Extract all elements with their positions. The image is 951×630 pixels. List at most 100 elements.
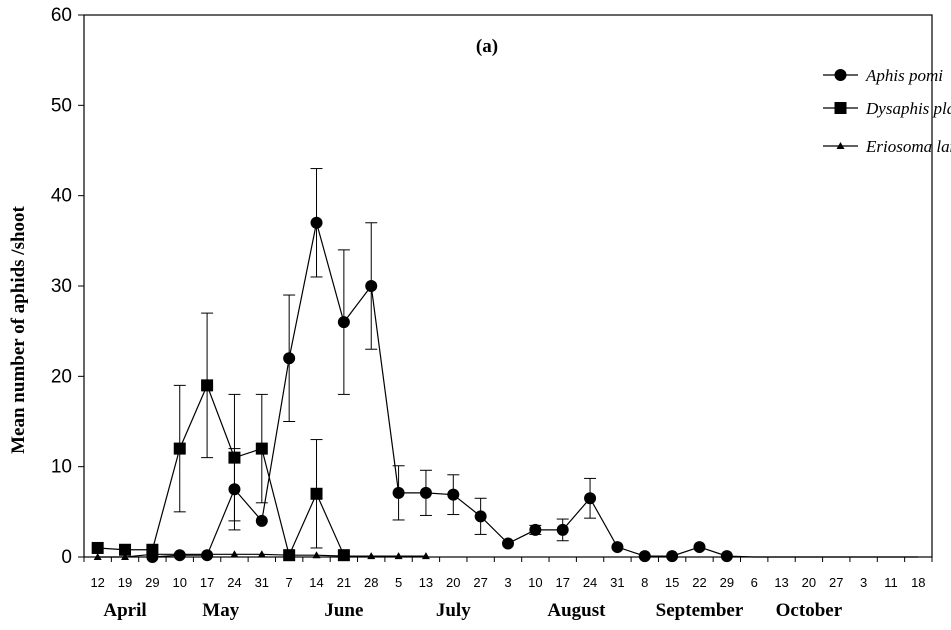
plot-area [91, 168, 919, 563]
x-tick-label: 29 [145, 575, 159, 590]
x-tick-label: 5 [395, 575, 402, 590]
data-point [584, 492, 597, 505]
data-point [447, 488, 460, 501]
legend-marker-square [834, 102, 847, 114]
x-tick-label: 19 [118, 575, 132, 590]
data-point [529, 523, 542, 536]
y-tick-label: 10 [51, 457, 72, 478]
data-point [474, 510, 487, 523]
data-point [611, 541, 624, 554]
legend-label: Aphis pomi [865, 66, 943, 85]
x-tick-label: 24 [583, 575, 597, 590]
data-point [337, 316, 350, 329]
data-point [638, 550, 651, 563]
data-point [175, 550, 184, 558]
series-line [152, 222, 919, 558]
axes [83, 14, 933, 558]
x-tick-label: 22 [692, 575, 706, 590]
x-tick-label: 11 [884, 575, 898, 590]
x-tick-label: 31 [255, 575, 269, 590]
y-tick-label: 30 [51, 276, 72, 297]
data-point [392, 486, 405, 499]
data-point [257, 550, 266, 558]
data-point [203, 550, 212, 558]
x-tick-label: 13 [419, 575, 433, 590]
data-point [201, 379, 214, 392]
x-tick-label: 27 [829, 575, 843, 590]
data-point [419, 486, 432, 499]
x-tick-label: 10 [173, 575, 187, 590]
month-label: June [324, 600, 363, 621]
y-axis-label: Mean number of aphids /shoot [8, 205, 29, 453]
x-tick-label: 28 [364, 575, 378, 590]
data-point [121, 553, 130, 560]
data-point [283, 352, 296, 365]
x-tick-label: 13 [774, 575, 788, 590]
data-point [255, 514, 268, 527]
data-point [173, 442, 186, 455]
x-tick-label: 3 [860, 575, 867, 590]
x-tick-label: 27 [473, 575, 487, 590]
data-point [146, 543, 159, 556]
data-point [394, 552, 403, 560]
x-tick-label: 3 [504, 575, 511, 590]
month-label: August [547, 600, 606, 621]
y-tick-label: 20 [51, 366, 72, 387]
x-tick-label: 21 [337, 575, 351, 590]
x-tick-label: 18 [911, 575, 925, 590]
x-tick-label: 24 [227, 575, 241, 590]
legend-label: Dysaphis plantaginea [865, 99, 951, 118]
data-point [367, 552, 376, 560]
data-point [148, 550, 157, 558]
series-circle [146, 168, 919, 563]
data-point [339, 552, 348, 560]
month-label: September [656, 600, 744, 621]
series-line [97, 383, 345, 558]
data-point [285, 551, 294, 559]
data-point [310, 487, 323, 500]
data-point [666, 550, 679, 563]
data-point [556, 523, 569, 536]
data-point [93, 553, 102, 560]
x-tick-label: 17 [200, 575, 214, 590]
y-tick-label: 60 [51, 5, 72, 26]
x-tick-label: 8 [641, 575, 648, 590]
month-label: April [103, 600, 146, 621]
panel-label: (a) [476, 36, 498, 57]
x-tick-label: 17 [555, 575, 569, 590]
month-label: May [202, 600, 239, 621]
data-point [421, 552, 430, 560]
data-point [693, 541, 706, 554]
x-tick-label: 20 [446, 575, 460, 590]
y-tick-label: 40 [51, 186, 72, 207]
x-tick-label: 29 [720, 575, 734, 590]
data-point [228, 451, 241, 464]
y-tick-label: 0 [61, 547, 72, 568]
series-square [91, 312, 350, 562]
x-tick-label: 20 [802, 575, 816, 590]
month-label: July [436, 600, 471, 621]
data-point [255, 442, 268, 455]
y-tick-label: 50 [51, 95, 72, 116]
legend: Aphis pomi Dysaphis plantaginea Eriosoma l… [823, 66, 951, 156]
data-point [230, 550, 239, 558]
data-point [365, 280, 378, 292]
x-tick-label: 15 [665, 575, 679, 590]
plot-frame [83, 14, 933, 558]
x-tick-label: 6 [751, 575, 758, 590]
data-point [502, 537, 514, 550]
x-tick-label: 10 [528, 575, 542, 590]
x-tick-label: 12 [90, 575, 104, 590]
series-triangle [93, 550, 430, 560]
legend-label: Eriosoma lanigerum [865, 137, 951, 156]
x-tick-label: 7 [286, 575, 293, 590]
month-label: October [776, 600, 843, 621]
data-point [91, 541, 104, 554]
legend-marker-triangle [836, 142, 845, 149]
legend-marker-circle [834, 69, 847, 81]
data-point [720, 550, 733, 563]
x-tick-label: 14 [309, 575, 323, 590]
